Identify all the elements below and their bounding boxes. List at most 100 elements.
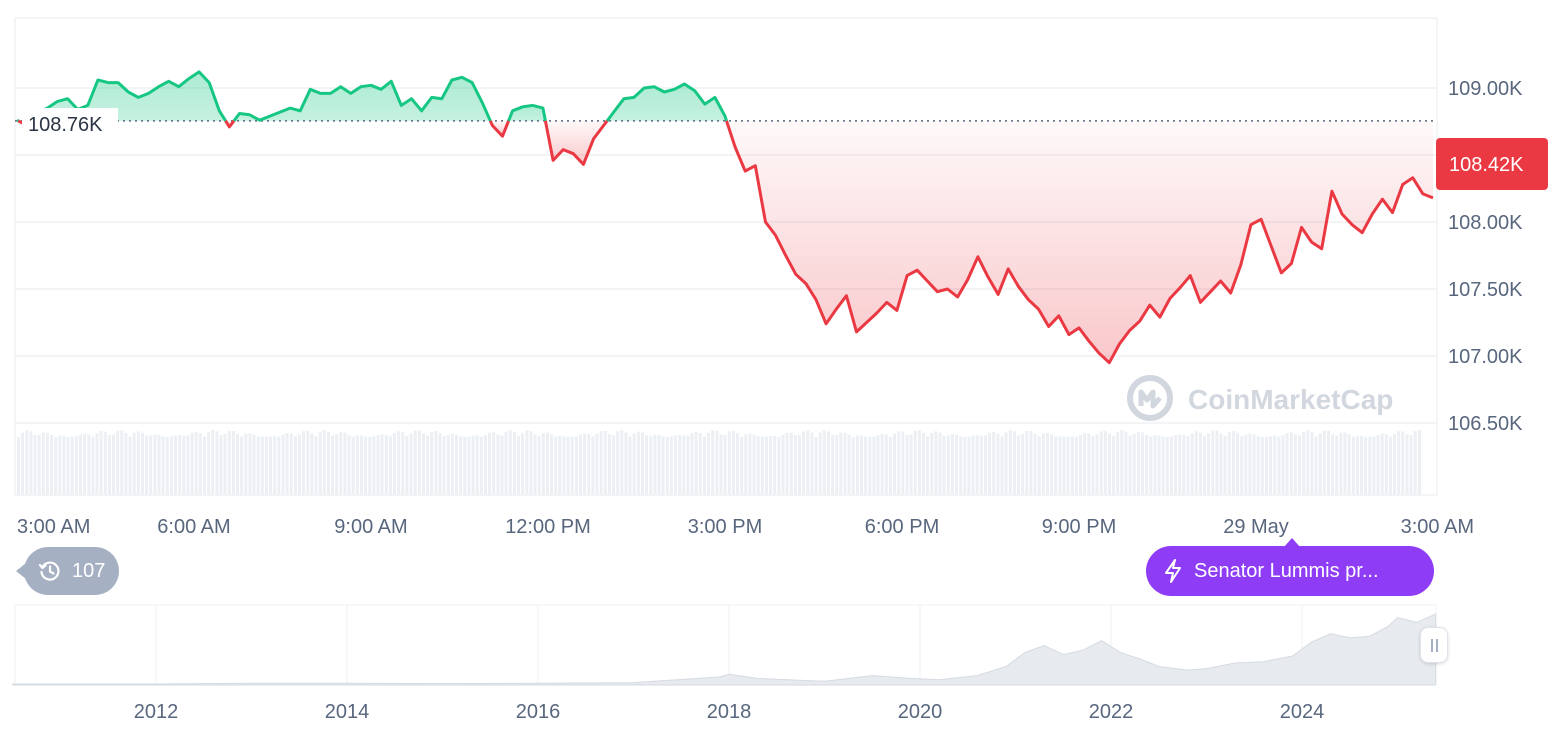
y-tick-label: 109.00K bbox=[1448, 78, 1523, 100]
volume-bar bbox=[926, 436, 930, 495]
volume-bar bbox=[1128, 435, 1132, 495]
last-price-badge-bg bbox=[1436, 138, 1548, 190]
volume-bar bbox=[988, 432, 992, 495]
navigator-year-label: 2016 bbox=[516, 701, 561, 723]
volume-bar bbox=[558, 436, 562, 495]
history-events-badge[interactable]: 107 bbox=[15, 547, 120, 595]
volume-bar bbox=[141, 432, 144, 495]
volume-bar bbox=[930, 432, 934, 495]
volume-bar bbox=[847, 434, 851, 495]
volume-bar bbox=[203, 436, 206, 495]
volume-bar bbox=[984, 435, 987, 495]
volume-bar bbox=[756, 436, 760, 495]
volume-bar bbox=[851, 436, 855, 495]
price-line bbox=[16, 70, 1434, 365]
volume-bar bbox=[1388, 436, 1392, 495]
volume-bar bbox=[260, 436, 264, 495]
volume-bar bbox=[380, 434, 384, 495]
volume-bar bbox=[240, 436, 244, 495]
volume-bar bbox=[554, 436, 558, 495]
volume-bar bbox=[1165, 437, 1169, 495]
volume-bar bbox=[335, 434, 339, 495]
volume-bar bbox=[277, 436, 281, 495]
volume-bar bbox=[1298, 435, 1301, 495]
volume-bar bbox=[1103, 430, 1107, 495]
volume-bar bbox=[525, 430, 529, 495]
volume-bar bbox=[678, 434, 682, 495]
volume-bar bbox=[281, 434, 285, 495]
volume-bar bbox=[252, 434, 256, 495]
volume-bar bbox=[29, 431, 33, 495]
volume-bar bbox=[347, 435, 351, 495]
volume-bar bbox=[752, 434, 756, 495]
volume-bar bbox=[1149, 436, 1153, 495]
volume-bar bbox=[802, 431, 806, 495]
volume-bar bbox=[508, 430, 512, 495]
volume-bar bbox=[727, 431, 731, 495]
volume-bar bbox=[715, 430, 719, 495]
volume-bar bbox=[698, 433, 702, 495]
volume-bar bbox=[1231, 430, 1235, 495]
volume-bar bbox=[298, 434, 301, 495]
volume-bar bbox=[1405, 434, 1409, 495]
volume-bar bbox=[636, 431, 640, 495]
volume-bar bbox=[409, 433, 413, 495]
reference-label-bg bbox=[22, 108, 118, 138]
volume-bar bbox=[1174, 435, 1178, 495]
volume-bar bbox=[103, 431, 107, 495]
volume-bar bbox=[1124, 431, 1128, 495]
volume-bar bbox=[1066, 436, 1070, 495]
volume-bar bbox=[529, 431, 533, 495]
volume-bar bbox=[624, 432, 628, 495]
volume-bars bbox=[17, 430, 1421, 495]
x-tick-label: 6:00 AM bbox=[157, 516, 230, 538]
volume-bar bbox=[996, 433, 1000, 495]
price-line-down bbox=[725, 120, 1434, 365]
navigator-year-label: 2022 bbox=[1089, 701, 1134, 723]
volume-bar bbox=[1033, 433, 1037, 495]
volume-bar bbox=[54, 437, 58, 495]
volume-bar bbox=[922, 432, 925, 495]
volume-bar bbox=[450, 433, 454, 495]
volume-bar bbox=[360, 435, 363, 495]
volume-bar bbox=[942, 435, 946, 495]
volume-bar bbox=[70, 436, 74, 495]
volume-bar bbox=[1190, 433, 1194, 495]
volume-bar bbox=[674, 435, 677, 495]
x-tick-label: 6:00 PM bbox=[865, 516, 939, 538]
volume-bar bbox=[781, 434, 785, 495]
volume-bar bbox=[417, 430, 421, 495]
volume-bar bbox=[116, 430, 120, 495]
volume-bar bbox=[422, 433, 425, 495]
volume-bar bbox=[641, 432, 644, 495]
navigator[interactable]: 2012 2014 2016 2018 2020 2022 2024 bbox=[12, 604, 1437, 723]
volume-bar bbox=[521, 433, 525, 495]
volume-bar bbox=[58, 435, 62, 495]
news-event-badge[interactable]: Senator Lummis pr... bbox=[1146, 538, 1434, 596]
volume-bar bbox=[1219, 433, 1223, 495]
volume-bar bbox=[992, 432, 996, 495]
volume-bar bbox=[1417, 430, 1421, 495]
volume-bar bbox=[74, 436, 78, 495]
volume-bar bbox=[463, 436, 467, 495]
volume-bar bbox=[178, 435, 182, 495]
volume-bar bbox=[248, 433, 252, 495]
volume-bar bbox=[1322, 430, 1326, 495]
volume-bar bbox=[1116, 431, 1120, 495]
volume-bar bbox=[397, 431, 401, 495]
volume-bar bbox=[112, 434, 115, 495]
price-line-up bbox=[16, 118, 19, 123]
volume-bar bbox=[1372, 436, 1376, 495]
volume-bar bbox=[814, 436, 818, 495]
volume-bar bbox=[21, 432, 25, 495]
volume-bar bbox=[595, 433, 599, 495]
volume-bar bbox=[950, 434, 954, 495]
volume-bar bbox=[1384, 434, 1388, 495]
volume-bar bbox=[169, 436, 173, 495]
navigator-drag-handle[interactable] bbox=[1420, 627, 1448, 663]
volume-bar bbox=[959, 436, 963, 495]
volume-bar bbox=[872, 436, 876, 495]
volume-bar bbox=[488, 432, 492, 495]
y-tick-label: 108.00K bbox=[1448, 212, 1523, 234]
